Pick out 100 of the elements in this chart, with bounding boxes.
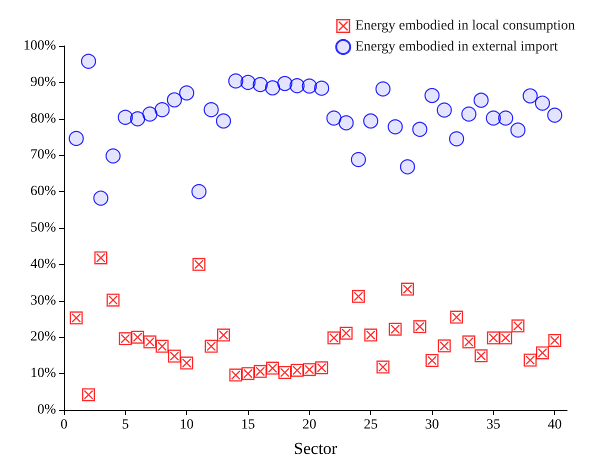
x-tick-label: 10 xyxy=(180,418,194,432)
point xyxy=(277,76,292,92)
point xyxy=(156,340,169,353)
point xyxy=(180,356,194,370)
y-tick-label: 80% xyxy=(30,111,56,126)
point xyxy=(216,328,230,342)
point xyxy=(266,362,280,375)
point xyxy=(450,310,464,324)
point xyxy=(192,258,206,271)
point xyxy=(142,106,158,122)
y-tick-label: 100% xyxy=(23,38,56,54)
point xyxy=(191,184,207,200)
point xyxy=(486,331,500,344)
y-tick-label: 40% xyxy=(30,256,56,272)
point xyxy=(400,159,416,174)
point xyxy=(534,96,550,111)
point xyxy=(290,78,305,94)
x-tick-label: 30 xyxy=(425,418,440,432)
point xyxy=(204,102,219,118)
point xyxy=(118,332,132,346)
y-tick-label: 0% xyxy=(37,402,56,418)
point xyxy=(252,76,268,92)
point xyxy=(536,346,549,360)
x-tick-label: 35 xyxy=(486,418,500,432)
point xyxy=(82,388,96,402)
point xyxy=(498,110,514,126)
point xyxy=(338,115,354,130)
point xyxy=(254,364,267,378)
point xyxy=(80,54,96,69)
point xyxy=(424,88,440,104)
point xyxy=(449,131,464,146)
point xyxy=(340,326,353,340)
point xyxy=(388,322,402,336)
point xyxy=(302,363,316,376)
point xyxy=(376,360,390,374)
point xyxy=(240,74,256,90)
point xyxy=(522,88,538,104)
point xyxy=(548,334,562,347)
point xyxy=(229,368,242,382)
point xyxy=(486,110,501,126)
point xyxy=(413,320,426,334)
legend-label: Energy embodied in external import xyxy=(355,40,558,54)
point xyxy=(426,354,439,367)
point xyxy=(474,92,489,108)
point xyxy=(179,85,194,101)
point xyxy=(511,319,524,332)
point xyxy=(436,102,452,118)
point xyxy=(326,110,342,126)
point xyxy=(154,102,170,118)
point xyxy=(131,330,144,344)
x-tick-label: 0 xyxy=(60,418,68,432)
point xyxy=(314,80,330,96)
point xyxy=(216,113,232,129)
x-tick-label: 20 xyxy=(302,418,316,432)
y-tick-label: 10% xyxy=(30,366,56,382)
point xyxy=(327,331,340,344)
point xyxy=(302,78,317,94)
x-tick-label: 5 xyxy=(122,418,129,432)
y-tick-label: 70% xyxy=(30,148,56,163)
point xyxy=(352,290,365,303)
y-tick-label: 30% xyxy=(30,293,56,308)
point xyxy=(70,311,83,324)
point xyxy=(401,282,414,296)
y-tick-label: 60% xyxy=(30,184,56,200)
point xyxy=(130,111,146,126)
point xyxy=(364,328,378,342)
point xyxy=(547,108,562,123)
legend-label: Energy embodied in local consumption xyxy=(355,18,576,34)
point xyxy=(474,349,488,362)
point xyxy=(438,339,451,352)
point xyxy=(168,350,181,363)
point xyxy=(375,81,391,97)
point xyxy=(412,122,428,137)
point xyxy=(510,122,526,138)
y-tick-label: 50% xyxy=(30,220,56,236)
x-axis-title: Sector xyxy=(294,439,338,458)
point xyxy=(118,110,133,125)
point xyxy=(166,92,182,108)
point xyxy=(388,119,403,134)
point xyxy=(461,106,476,122)
point xyxy=(290,364,304,377)
point xyxy=(462,335,476,348)
point xyxy=(499,331,512,344)
x-tick-label: 25 xyxy=(364,418,378,432)
point xyxy=(204,340,218,353)
point xyxy=(105,148,121,164)
x-tick-label: 15 xyxy=(241,418,256,432)
point xyxy=(278,366,292,380)
point xyxy=(106,294,120,307)
point xyxy=(143,335,156,348)
y-tick-label: 20% xyxy=(30,330,56,345)
point xyxy=(228,73,244,89)
point xyxy=(363,113,378,129)
point xyxy=(350,152,366,168)
point xyxy=(93,190,108,206)
point xyxy=(315,361,328,374)
x-tick-label: 40 xyxy=(548,418,562,432)
y-tick-label: 90% xyxy=(30,74,56,90)
point xyxy=(524,354,537,367)
point xyxy=(68,130,84,146)
